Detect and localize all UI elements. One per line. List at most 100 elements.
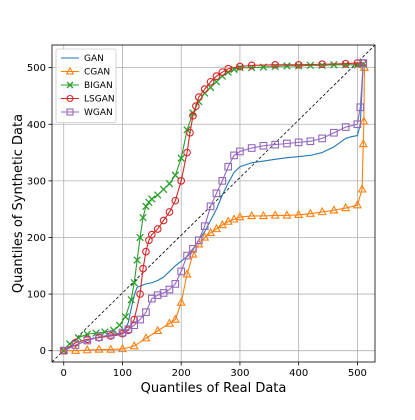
circle-marker [147,230,156,239]
y-tick-label: 300 [27,176,46,187]
x-marker [165,179,174,188]
series-wgan [59,59,368,355]
x-marker [121,312,130,321]
square-marker [259,141,268,150]
legend-item-lsgan: LSGAN [61,95,115,105]
legend-box [55,48,117,123]
legend-item-cgan: CGAN [61,66,110,78]
square-marker [283,139,291,148]
square-marker [83,336,92,345]
legend-item-wgan: WGAN [61,108,113,118]
triangle-marker [258,210,268,220]
x-axis-ticks: 0 100 200 300 400 500 [61,362,367,379]
x-marker [148,195,156,203]
square-marker [130,321,139,330]
square-marker [95,333,103,341]
data-series [59,59,369,355]
circle-marker [212,72,221,80]
square-marker [171,280,180,288]
circle-marker [318,60,326,69]
triangle-marker [305,208,315,217]
x-marker [341,61,350,69]
circle-marker [66,94,74,103]
circle-marker [192,102,200,110]
triangle-marker [211,223,221,233]
square-marker [183,251,191,260]
circle-marker [194,93,203,101]
triangle-marker [94,344,104,353]
circle-marker [224,64,233,73]
circle-marker [136,290,144,298]
circle-marker [177,177,186,185]
x-marker [200,89,209,97]
triangle-marker [282,210,292,219]
x-marker [330,61,338,69]
x-marker [306,61,315,70]
square-marker [106,330,115,339]
legend-item-bigan: BIGAN [61,81,113,91]
y-tick-label: 400 [27,120,46,131]
y-axis-label: Quantiles of Synthetic Data [11,114,26,293]
x-marker [139,213,147,222]
circle-marker [341,59,350,68]
triangle-marker [206,227,216,237]
triangle-marker [70,345,81,354]
triangle-marker [357,184,367,193]
x-marker [142,202,150,211]
x-marker [183,126,191,134]
x-marker [133,256,141,264]
x-marker [177,154,185,162]
triangle-marker [182,269,192,278]
triangle-marker [270,210,280,219]
circle-marker [165,208,174,216]
triangle-marker [341,202,351,212]
circle-marker [247,61,256,70]
square-marker [359,59,368,67]
series-line-wgan [63,63,364,352]
square-marker [136,315,144,324]
square-marker [165,285,174,294]
square-marker [189,244,197,253]
triangle-marker [117,343,128,353]
triangle-marker [200,232,210,241]
x-marker [92,329,100,337]
x-tick-label: 200 [172,368,191,379]
x-marker [212,78,221,86]
series-bigan [59,60,368,355]
circle-marker [171,196,180,205]
legend-label: WGAN [84,108,113,118]
circle-marker [200,85,209,94]
triangle-marker [329,205,339,214]
circle-marker [189,111,197,120]
triangle-marker [223,216,233,225]
x-tick-label: 500 [348,368,367,379]
square-marker [153,291,162,300]
square-marker [224,162,233,171]
triangle-marker [170,314,180,323]
legend-label: LSGAN [84,95,115,105]
square-marker [200,222,209,230]
legend-item-gan: GAN [61,54,104,64]
triangle-marker [359,116,369,125]
square-marker [194,236,203,245]
circle-marker [159,216,168,225]
triangle-marker [164,318,175,327]
y-axis-ticks: 0 100 200 300 400 500 [27,63,52,357]
legend-label: CGAN [84,68,110,78]
circle-marker [236,62,244,71]
circle-marker [183,148,191,157]
square-marker [306,137,315,146]
triangle-marker [294,209,304,219]
triangle-marker [82,345,92,354]
circle-marker [206,77,215,86]
square-marker [356,103,365,112]
square-marker [353,120,362,129]
x-marker [130,278,138,287]
x-axis-label: Quantiles of Real Data [141,381,287,396]
x-tick-label: 100 [113,368,132,379]
square-marker [59,346,68,355]
x-marker [159,185,168,194]
x-marker [171,171,180,179]
